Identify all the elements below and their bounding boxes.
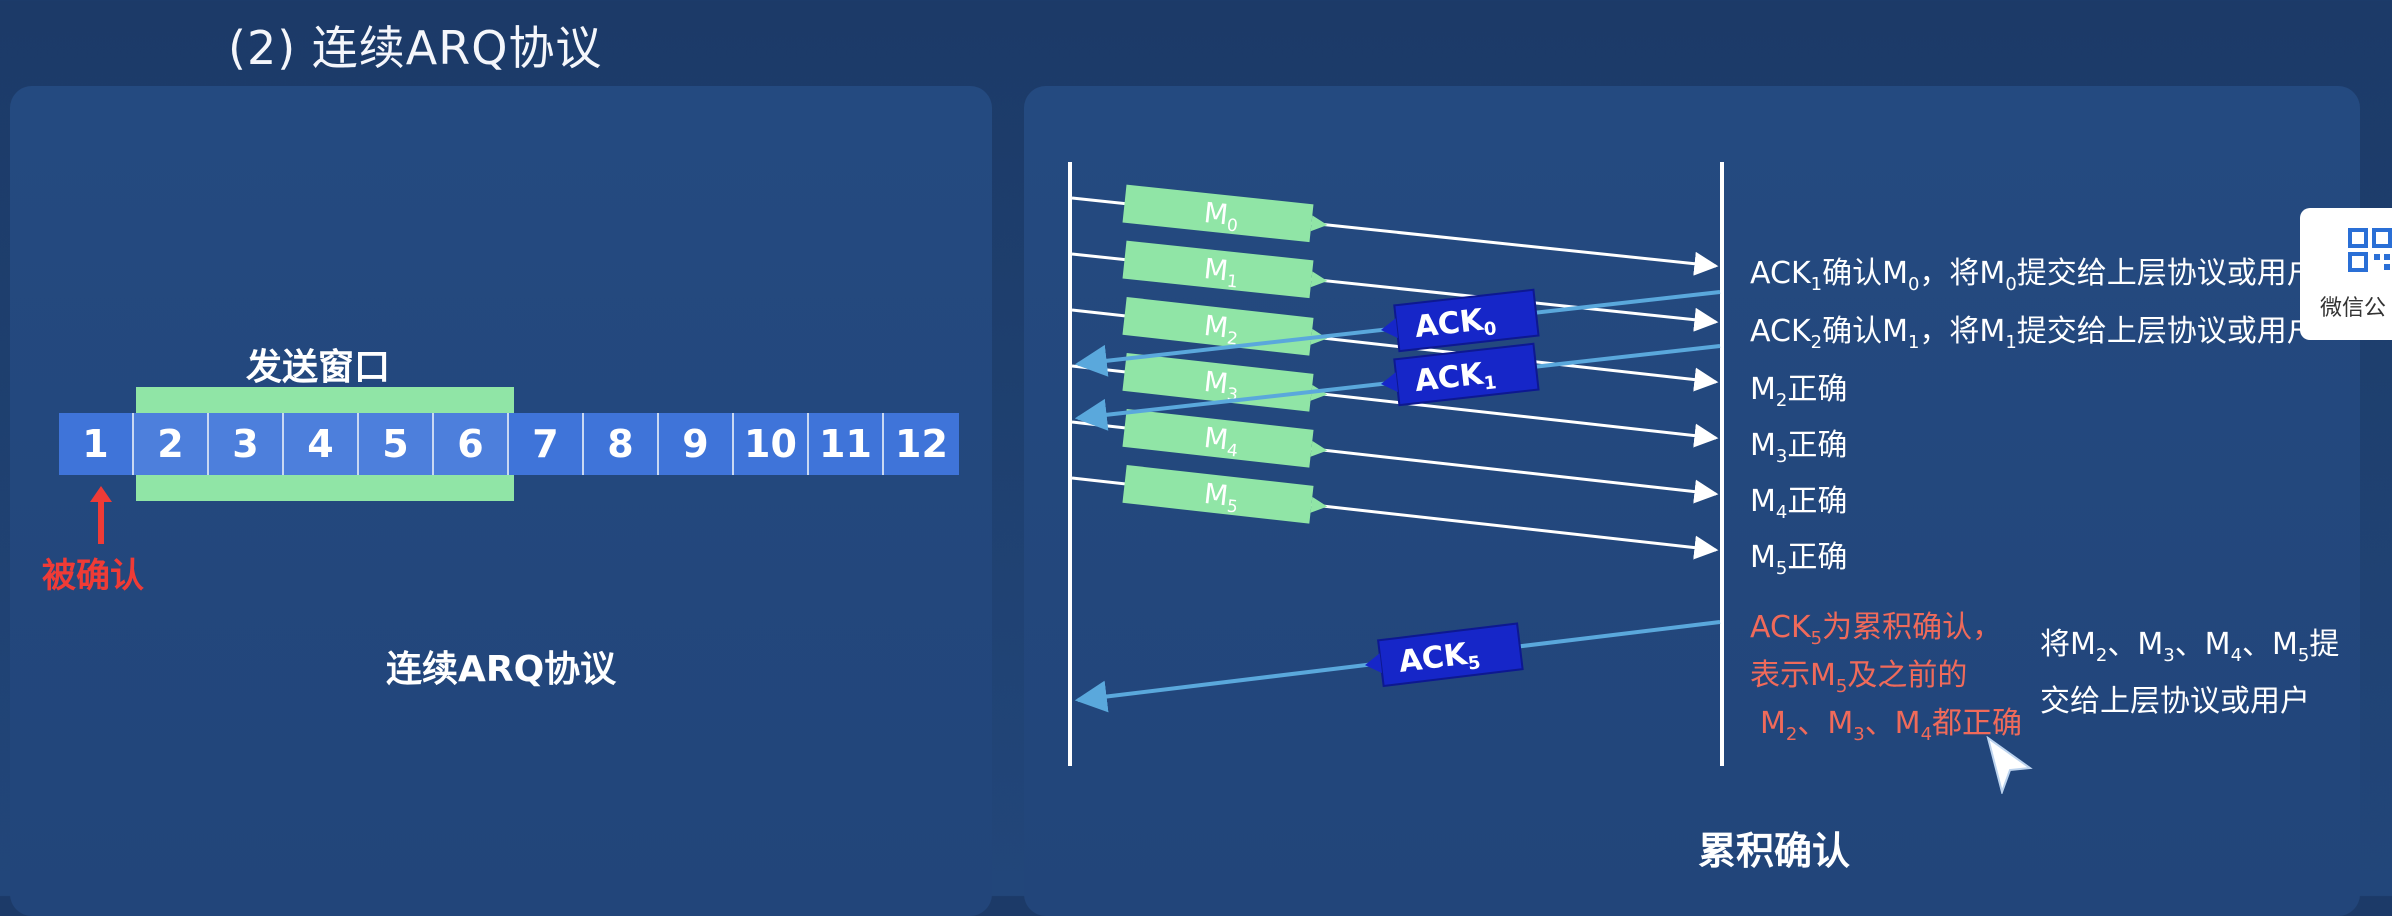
sequence-cell: 6 <box>434 413 509 475</box>
sequence-cell: 2 <box>134 413 209 475</box>
sequence-cell: 12 <box>884 413 959 475</box>
receiver-note: M4正确 <box>1750 484 1848 523</box>
confirmed-arrow-icon <box>90 486 112 544</box>
receiver-note: ACK1确认M0，将M0提交给上层协议或用户 <box>1750 256 2317 295</box>
cumulative-note-line: M2、M3、M4都正确 <box>1760 706 2023 745</box>
frame-box: M2 <box>1122 296 1328 356</box>
wechat-share-button[interactable]: 微信公 <box>2300 208 2392 340</box>
sequence-cell: 9 <box>659 413 734 475</box>
receiver-note: M2正确 <box>1750 372 1848 411</box>
frame-box: M4 <box>1122 408 1328 468</box>
page-title: (2) 连续ARQ协议 <box>228 21 603 75</box>
receiver-note: ACK2确认M1，将M1提交给上层协议或用户 <box>1750 314 2317 353</box>
ack-box: ACK1 <box>1380 342 1540 407</box>
left-caption: 连续ARQ协议 <box>386 649 617 690</box>
ack-box: ACK0 <box>1380 288 1540 353</box>
sequence-cells: 1 2 3 4 5 6 7 8 9 10 11 12 <box>59 413 959 475</box>
mouse-cursor-icon <box>1986 736 2033 794</box>
delivery-note-line: 交给上层协议或用户 <box>2040 684 2310 719</box>
send-window-label: 发送窗口 <box>246 347 391 388</box>
sequence-cell: 7 <box>509 413 584 475</box>
frame-box: M1 <box>1122 240 1328 299</box>
frame-box: M3 <box>1122 352 1328 412</box>
sequence-cell: 1 <box>59 413 134 475</box>
ack-box: ACK5 <box>1364 622 1524 688</box>
frame-box: M0 <box>1122 184 1328 243</box>
delivery-note-line: 将M2、M3、M4、M5提 <box>2040 627 2340 666</box>
delivery-note: 将M2、M3、M4、M5提 交给上层协议或用户 <box>2040 622 2339 725</box>
ack-label: ACK1 <box>1413 355 1498 402</box>
confirmed-label: 被确认 <box>42 556 144 596</box>
left-panel <box>10 86 992 916</box>
sequence-cell: 11 <box>809 413 884 475</box>
sequence-cell: 5 <box>359 413 434 475</box>
qr-code-icon <box>2348 228 2392 272</box>
cumulative-note-line: 表示M5及之前的 <box>1750 658 1968 697</box>
receiver-note: M3正确 <box>1750 428 1848 467</box>
sequence-cell: 4 <box>284 413 359 475</box>
cumulative-note-line: ACK5为累积确认， <box>1750 610 2003 649</box>
receiver-note: M5正确 <box>1750 540 1848 579</box>
right-caption: 累积确认 <box>1698 829 1851 873</box>
sequence-cell: 3 <box>209 413 284 475</box>
frame-box: M5 <box>1122 464 1328 524</box>
sequence-cell: 10 <box>734 413 809 475</box>
wechat-label: 微信公 <box>2320 296 2387 321</box>
sequence-cell: 8 <box>584 413 659 475</box>
